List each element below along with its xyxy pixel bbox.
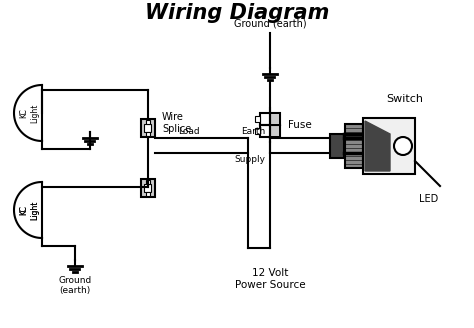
Bar bbox=[260, 113, 280, 125]
Bar bbox=[255, 116, 260, 122]
Text: LED: LED bbox=[419, 194, 438, 204]
Bar bbox=[270, 126, 279, 136]
Bar bbox=[255, 128, 260, 134]
Bar bbox=[145, 184, 152, 192]
Bar bbox=[345, 124, 363, 168]
Text: Earth: Earth bbox=[241, 127, 265, 136]
Bar bbox=[145, 124, 152, 132]
Text: Wiring Diagram: Wiring Diagram bbox=[145, 3, 329, 23]
Text: KC
Light: KC Light bbox=[20, 103, 39, 123]
Bar bbox=[141, 179, 155, 197]
Bar bbox=[260, 125, 280, 137]
Text: KC
Light: KC Light bbox=[20, 200, 39, 220]
Bar bbox=[270, 114, 279, 124]
Text: Load: Load bbox=[178, 127, 200, 136]
Bar bbox=[146, 192, 150, 196]
Bar bbox=[363, 118, 415, 174]
Text: 12 Volt
Power Source: 12 Volt Power Source bbox=[235, 268, 305, 290]
Polygon shape bbox=[365, 121, 390, 171]
Text: Ground (earth): Ground (earth) bbox=[234, 19, 306, 29]
Bar bbox=[146, 180, 150, 184]
Text: Fuse: Fuse bbox=[288, 120, 312, 130]
Bar bbox=[141, 119, 155, 137]
Bar bbox=[146, 120, 150, 124]
Bar bbox=[330, 133, 344, 157]
Text: Ground
(earth): Ground (earth) bbox=[58, 276, 91, 296]
Bar bbox=[146, 132, 150, 136]
Text: Switch: Switch bbox=[386, 94, 423, 104]
Text: Wire
Splice: Wire Splice bbox=[162, 112, 191, 134]
Circle shape bbox=[394, 137, 412, 155]
Text: Supply: Supply bbox=[234, 155, 265, 164]
Text: KC
Light: KC Light bbox=[20, 200, 39, 220]
